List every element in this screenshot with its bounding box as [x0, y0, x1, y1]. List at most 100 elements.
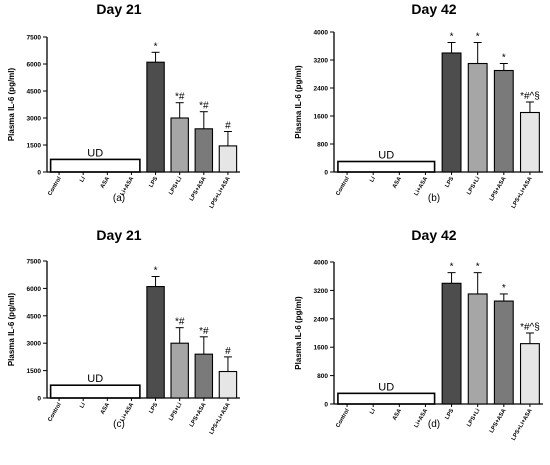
x-tick-label: LPS+ASA [489, 175, 508, 202]
x-tick-label: Control [47, 176, 63, 197]
y-tick-label: 7500 [27, 259, 42, 266]
bar-lps-asa [194, 128, 214, 173]
y-tick-label: 6000 [27, 62, 42, 69]
significance-label: *# [175, 92, 185, 103]
ud-box [337, 160, 436, 173]
chart-title: Day 42 [411, 227, 456, 243]
x-tick-label: Li [79, 176, 87, 184]
y-axis-label: Plasma IL-6 (pg/ml) [7, 67, 16, 141]
significance-label: * [154, 266, 158, 277]
bar-lps-li-asa [218, 370, 238, 399]
y-tick-label: 3200 [314, 288, 329, 295]
significance-label: * [502, 283, 506, 294]
y-tick-label: 1500 [27, 368, 42, 375]
x-tick-label: Control [335, 408, 351, 429]
bar-lps [441, 52, 462, 173]
significance-label: * [450, 262, 454, 273]
y-tick-label: 800 [317, 142, 328, 149]
significance-label: # [225, 121, 231, 132]
x-tick-label: LPS+Li+ASA [209, 175, 232, 209]
significance-label: * [154, 41, 158, 52]
x-tick-label: ASA [392, 407, 404, 421]
chart-panel-a: Day 21 0 1500 3000 4500 6000 7500 Plasma IL-6 (… [7, 1, 240, 210]
chart-panel-b: Day 42 0 800 1600 2400 3200 4000 Plasma IL-6 (p… [294, 1, 543, 210]
bar-lps-asa [493, 300, 514, 405]
significance-label: *#^§ [520, 91, 540, 102]
significance-label: # [225, 346, 231, 357]
x-tick-label: LPS [148, 176, 159, 189]
bar-lps [441, 282, 462, 405]
y-tick-label: 800 [317, 373, 328, 380]
bar-lps-li-asa [218, 145, 238, 173]
bar-lps-li [467, 62, 488, 173]
y-axis-label: Plasma IL-6 (pg/ml) [294, 296, 303, 370]
x-tick-label: LPS+Li+ASA [511, 175, 534, 209]
bar-lps-li [170, 342, 189, 399]
chart-panel-c: Day 21 0 1500 3000 4500 6000 7500 Plasma IL-6 (… [7, 227, 240, 436]
y-tick-label: 4000 [314, 30, 329, 37]
y-tick-label: 4500 [27, 89, 42, 96]
ud-label: UD [87, 147, 103, 159]
ud-box [337, 392, 436, 405]
ud-box [49, 158, 141, 173]
x-tick-label: Control [335, 176, 351, 197]
panel-caption: (a) [113, 193, 125, 204]
x-tick-label: LPS+Li [466, 408, 481, 428]
ud-label: UD [87, 373, 103, 385]
ud-label: UD [378, 150, 394, 162]
x-tick-label: LPS+Li+ASA [209, 401, 232, 435]
x-tick-label: LPS+Li [168, 402, 183, 422]
y-axis-label: Plasma IL-6 (pg/ml) [7, 292, 16, 366]
significance-label: *# [175, 317, 185, 328]
bar-lps [146, 286, 165, 399]
bar-lps-li [467, 293, 488, 405]
significance-label: * [502, 53, 506, 64]
bar-lps [146, 61, 165, 173]
panel-caption: (d) [428, 419, 440, 430]
bar-lps-li [170, 117, 189, 173]
x-tick-label: LPS [444, 176, 455, 189]
chart-panel-d: Day 42 0 800 1600 2400 3200 4000 Plasma IL-6 (p… [294, 227, 543, 442]
x-tick-label: LPS+ASA [189, 175, 208, 202]
y-tick-label: 0 [37, 170, 41, 177]
x-tick-label: LPS+Li+ASA [511, 407, 534, 441]
x-tick-label: Control [47, 402, 63, 423]
chart-title: Day 42 [411, 1, 456, 17]
y-tick-label: 3000 [27, 116, 42, 123]
significance-label: * [476, 32, 480, 43]
significance-label: *#^§ [520, 322, 540, 333]
y-tick-label: 4000 [314, 260, 329, 267]
y-tick-label: 2400 [314, 86, 329, 93]
x-tick-label: Li [369, 176, 377, 184]
x-tick-label: LPS [444, 408, 455, 421]
y-tick-label: 1600 [314, 345, 329, 352]
y-axis-label: Plasma IL-6 (pg/ml) [294, 65, 303, 139]
y-tick-label: 2400 [314, 316, 329, 323]
significance-label: * [476, 262, 480, 273]
panel-caption: (c) [113, 419, 125, 430]
ud-label: UD [378, 381, 394, 393]
bar-lps-asa [493, 69, 514, 173]
y-tick-label: 6000 [27, 286, 42, 293]
significance-label: *# [199, 101, 209, 112]
x-tick-label: Li [369, 408, 377, 416]
x-tick-label: ASA [100, 401, 112, 415]
x-tick-label: LPS+ASA [489, 407, 508, 434]
x-tick-label: ASA [100, 175, 112, 189]
ud-box [49, 384, 141, 399]
y-tick-label: 3000 [27, 341, 42, 348]
y-tick-label: 0 [324, 402, 328, 409]
bar-lps-li-asa [519, 343, 540, 405]
y-tick-label: 1600 [314, 114, 329, 121]
chart-title: Day 21 [96, 227, 141, 243]
x-tick-label: LPS+Li [466, 176, 481, 196]
chart-title: Day 21 [96, 1, 141, 17]
significance-label: *# [199, 326, 209, 337]
y-tick-label: 3200 [314, 58, 329, 65]
bar-lps-asa [194, 353, 214, 399]
x-tick-label: LPS+ASA [189, 401, 208, 428]
bar-lps-li-asa [519, 111, 540, 173]
significance-label: * [450, 32, 454, 43]
y-tick-label: 1500 [27, 143, 42, 150]
